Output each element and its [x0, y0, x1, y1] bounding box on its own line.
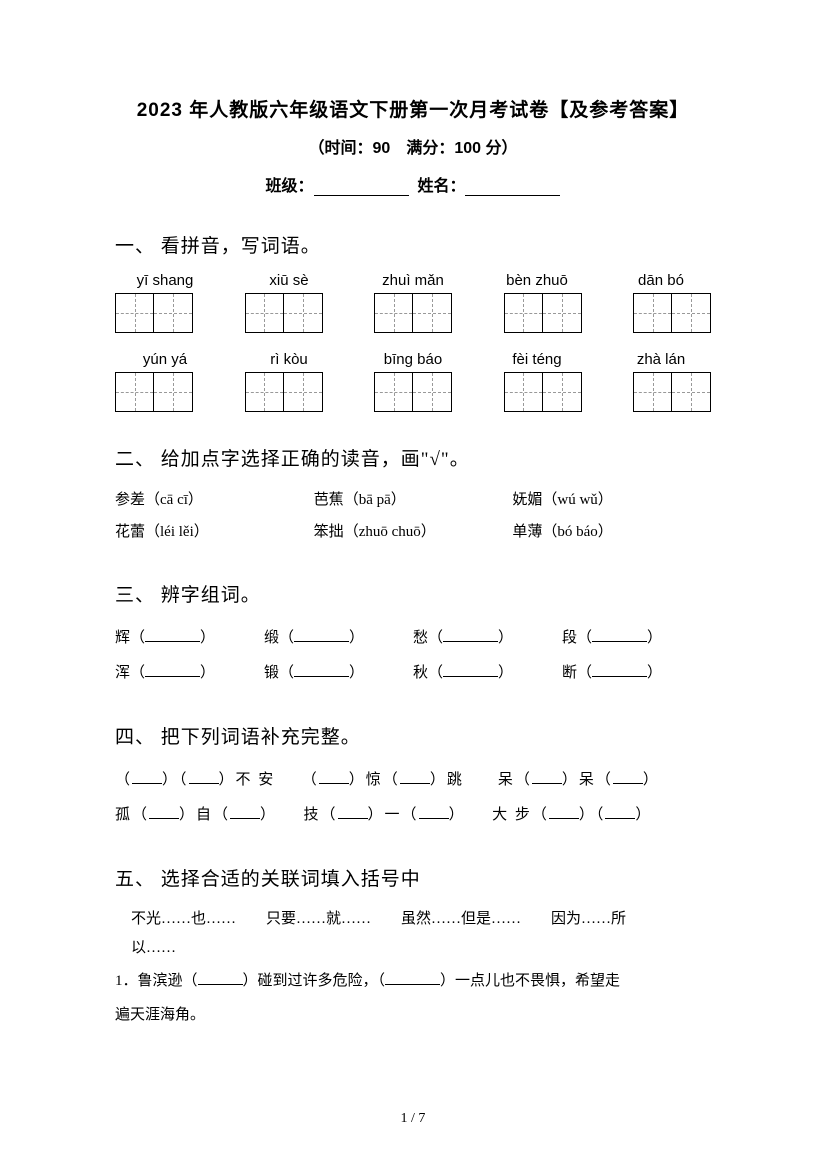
section-4-title: 四、 把下列词语补充完整。: [115, 722, 711, 749]
section-3-title: 三、 辨字组词。: [115, 580, 711, 607]
q5-item-1: 1．鲁滨逊（）碰到过许多危险，（）一点儿也不畏惧，希望走: [115, 966, 711, 996]
q3-item: 辉（）: [115, 621, 264, 656]
q2-row: 参差（cā cī） 芭蕉（bā pā） 妩媚（wú wǔ）: [115, 485, 711, 517]
pinyin: fèi téng: [487, 351, 587, 368]
page-footer: 1 / 7: [0, 1111, 826, 1127]
q3-row: 浑（） 锻（） 秋（） 断（）: [115, 656, 711, 691]
pinyin: yún yá: [115, 351, 215, 368]
q3-row: 辉（） 缎（） 愁（） 段（）: [115, 621, 711, 656]
section-5-title: 五、 选择合适的关联词填入括号中: [115, 864, 711, 891]
box-row-1: [115, 293, 711, 333]
q5-item-1b: 遍天涯海角。: [115, 1000, 711, 1030]
char-box[interactable]: [633, 293, 711, 333]
q3-item: 锻（）: [264, 656, 413, 691]
pinyin: rì kòu: [239, 351, 339, 368]
q3-item: 浑（）: [115, 656, 264, 691]
q2-item: 笨拙（zhuō chuō）: [314, 517, 513, 549]
pinyin: xiū sè: [239, 272, 339, 289]
char-box[interactable]: [245, 372, 323, 412]
student-info: 班级： 姓名：: [115, 172, 711, 196]
q5-word-bank: 不光……也…… 只要……就…… 虽然……但是…… 因为……所 以……: [115, 905, 711, 962]
pinyin: dān bó: [611, 272, 711, 289]
class-blank[interactable]: [314, 180, 409, 196]
q3-item: 缎（）: [264, 621, 413, 656]
pinyin-row-1: yī shang xiū sè zhuì mǎn bèn zhuō dān bó: [115, 272, 711, 289]
section-4: 四、 把下列词语补充完整。 （）（）不 安 （）惊（）跳 呆（）呆（） 孤（）自…: [115, 722, 711, 832]
q4-line-2: 孤（）自（） 技（）一（） 大 步（）（）: [115, 798, 711, 833]
name-label: 姓名：: [417, 178, 465, 195]
class-label: 班级：: [266, 178, 314, 195]
q2-item: 参差（cā cī）: [115, 485, 314, 517]
exam-header: 2023 年人教版六年级语文下册第一次月考试卷【及参考答案】 （时间：90 满分…: [115, 95, 711, 196]
exam-subtitle: （时间：90 满分：100 分）: [115, 134, 711, 158]
q2-item: 妩媚（wú wǔ）: [512, 485, 711, 517]
section-2: 二、 给加点字选择正确的读音，画"√"。 参差（cā cī） 芭蕉（bā pā）…: [115, 444, 711, 548]
q2-item: 单薄（bó báo）: [512, 517, 711, 549]
q3-list: 辉（） 缎（） 愁（） 段（） 浑（） 锻（） 秋（） 断（）: [115, 621, 711, 690]
q2-list: 参差（cā cī） 芭蕉（bā pā） 妩媚（wú wǔ） 花蕾（léi lěi…: [115, 485, 711, 548]
section-1-title: 一、 看拼音，写词语。: [115, 231, 711, 258]
pinyin: bīng báo: [363, 351, 463, 368]
exam-title: 2023 年人教版六年级语文下册第一次月考试卷【及参考答案】: [115, 95, 711, 122]
pinyin: zhà lán: [611, 351, 711, 368]
q3-item: 断（）: [562, 656, 711, 691]
q2-item: 花蕾（léi lěi）: [115, 517, 314, 549]
char-box[interactable]: [245, 293, 323, 333]
name-blank[interactable]: [465, 180, 560, 196]
section-2-title: 二、 给加点字选择正确的读音，画"√"。: [115, 444, 711, 471]
pinyin: zhuì mǎn: [363, 272, 463, 289]
char-box[interactable]: [115, 372, 193, 412]
box-row-2: [115, 372, 711, 412]
q2-item: 芭蕉（bā pā）: [314, 485, 513, 517]
char-box[interactable]: [374, 293, 452, 333]
char-box[interactable]: [504, 293, 582, 333]
q2-row: 花蕾（léi lěi） 笨拙（zhuō chuō） 单薄（bó báo）: [115, 517, 711, 549]
q3-item: 愁（）: [413, 621, 562, 656]
char-box[interactable]: [115, 293, 193, 333]
pinyin-row-2: yún yá rì kòu bīng báo fèi téng zhà lán: [115, 351, 711, 368]
q3-item: 段（）: [562, 621, 711, 656]
section-5: 五、 选择合适的关联词填入括号中 不光……也…… 只要……就…… 虽然……但是……: [115, 864, 711, 1030]
char-box[interactable]: [633, 372, 711, 412]
section-3: 三、 辨字组词。 辉（） 缎（） 愁（） 段（） 浑（） 锻（） 秋（） 断（）: [115, 580, 711, 690]
section-1: 一、 看拼音，写词语。 yī shang xiū sè zhuì mǎn bèn…: [115, 231, 711, 412]
pinyin: bèn zhuō: [487, 272, 587, 289]
q4-line-1: （）（）不 安 （）惊（）跳 呆（）呆（）: [115, 763, 711, 798]
q3-item: 秋（）: [413, 656, 562, 691]
pinyin: yī shang: [115, 272, 215, 289]
char-box[interactable]: [374, 372, 452, 412]
char-box[interactable]: [504, 372, 582, 412]
